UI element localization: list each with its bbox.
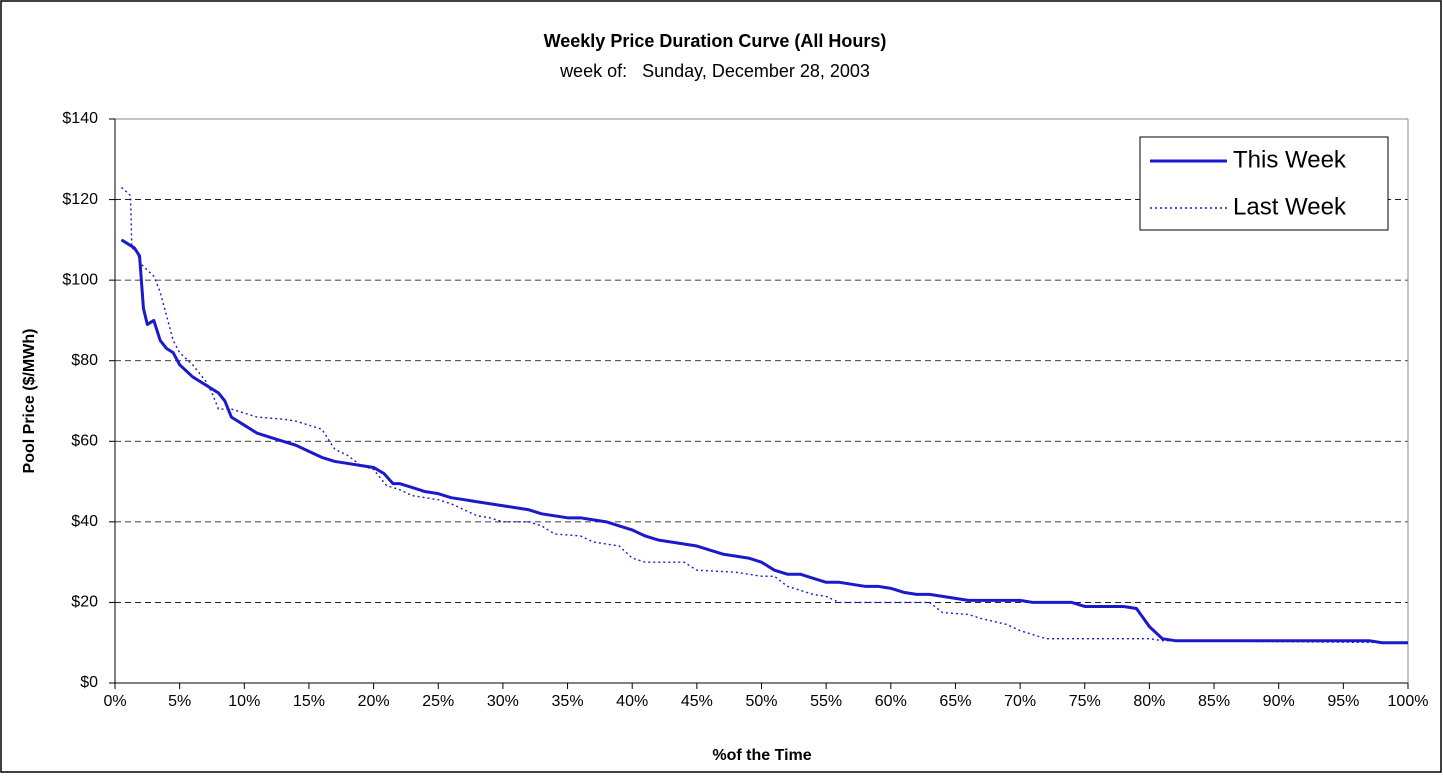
x-tick-label: 45%	[681, 693, 713, 710]
legend-label: This Week	[1233, 146, 1347, 173]
y-tick-label: $60	[71, 433, 98, 450]
x-tick-label: 40%	[616, 693, 648, 710]
x-tick-label: 90%	[1263, 693, 1295, 710]
x-tick-label: 70%	[1004, 693, 1036, 710]
x-axis-title: %of the Time	[712, 747, 811, 764]
x-tick-label: 20%	[358, 693, 390, 710]
x-tick-label: 25%	[422, 693, 454, 710]
y-tick-label: $120	[62, 191, 98, 208]
y-axis-title: Pool Price ($/MWh)	[21, 329, 38, 474]
legend-box	[1139, 136, 1389, 231]
legend-label: Last Week	[1233, 193, 1347, 220]
x-tick-label: 50%	[745, 693, 777, 710]
x-tick-label: 85%	[1198, 693, 1230, 710]
y-tick-label: $0	[80, 674, 98, 691]
series-line	[120, 238, 1408, 645]
x-tick-label: 95%	[1327, 693, 1359, 710]
x-tick-label: 75%	[1069, 693, 1101, 710]
x-tick-label: 0%	[103, 693, 126, 710]
x-tick-label: 60%	[875, 693, 907, 710]
x-tick-label: 55%	[810, 693, 842, 710]
y-tick-label: $40	[71, 513, 98, 530]
x-tick-label: 5%	[168, 693, 191, 710]
x-tick-label: 80%	[1133, 693, 1165, 710]
x-tick-label: 15%	[293, 693, 325, 710]
x-tick-label: 35%	[552, 693, 584, 710]
y-tick-label: $80	[71, 352, 98, 369]
y-tick-label: $100	[62, 271, 98, 288]
chart-subtitle: week of: Sunday, December 28, 2003	[559, 61, 870, 81]
x-tick-label: 65%	[939, 693, 971, 710]
y-tick-label: $140	[62, 110, 98, 127]
x-tick-label: 10%	[228, 693, 260, 710]
chart-title: Weekly Price Duration Curve (All Hours)	[544, 31, 887, 51]
y-tick-label: $20	[71, 594, 98, 611]
x-tick-label: 30%	[487, 693, 519, 710]
x-tick-label: 100%	[1388, 693, 1429, 710]
series-line	[120, 186, 1409, 644]
